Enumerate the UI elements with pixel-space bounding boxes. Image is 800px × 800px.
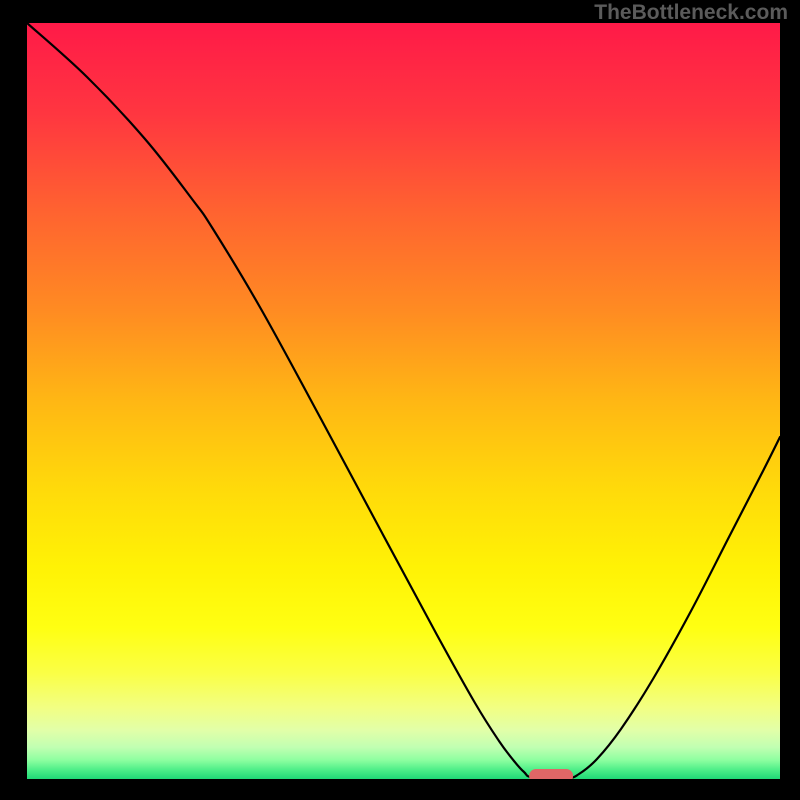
optimum-marker — [529, 769, 573, 779]
gradient-background — [27, 23, 780, 779]
bottleneck-curve — [27, 23, 780, 779]
watermark-text: TheBottleneck.com — [594, 1, 788, 25]
chart-plot-area — [27, 23, 780, 779]
